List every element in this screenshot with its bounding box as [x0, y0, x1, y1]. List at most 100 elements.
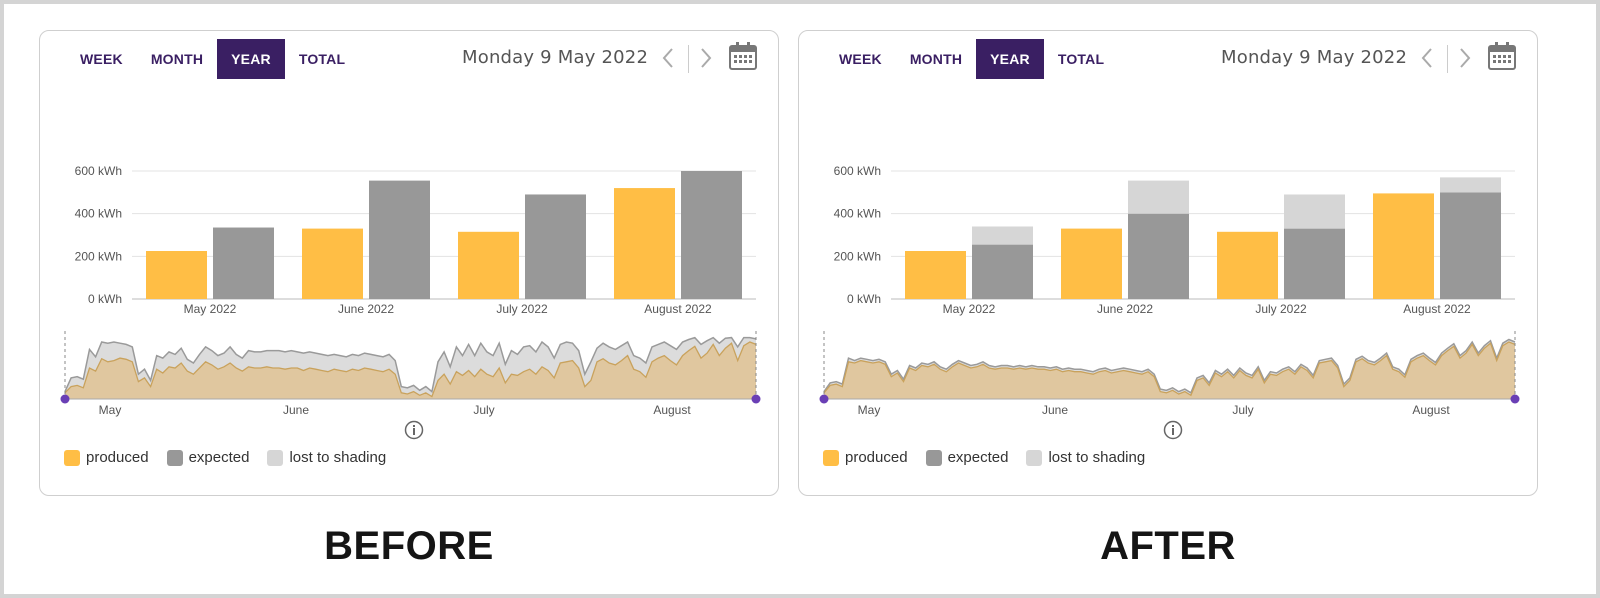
- overview-x-label: August: [1412, 403, 1450, 417]
- x-tick-label: August 2022: [1403, 302, 1471, 316]
- chart-legend: produced expected lost to shading: [823, 449, 1163, 466]
- legend-lost-to-shading[interactable]: lost to shading: [267, 449, 386, 466]
- expected-bar: [1128, 213, 1189, 299]
- x-tick-label: August 2022: [644, 302, 712, 316]
- x-tick-label: June 2022: [338, 302, 394, 316]
- expected-bar: [972, 244, 1033, 299]
- range-handle-right: [1510, 394, 1520, 404]
- tab-total[interactable]: TOTAL: [298, 51, 346, 67]
- legend-lost-to-shading[interactable]: lost to shading: [1026, 449, 1145, 466]
- overview-x-label: June: [1042, 403, 1068, 417]
- period-tabs: WEEK MONTH YEAR TOTAL: [825, 39, 1118, 79]
- y-tick-label: 200 kWh: [834, 249, 881, 263]
- before-panel: WEEK MONTH YEAR TOTAL Monday 9 May 2022 …: [39, 30, 779, 496]
- legend-label: produced: [845, 449, 908, 466]
- y-tick-label: 0 kWh: [847, 292, 881, 306]
- before-caption: BEFORE: [324, 524, 494, 568]
- produced-area: [824, 342, 1515, 399]
- chevron-right-icon[interactable]: [698, 47, 714, 69]
- legend-produced[interactable]: produced: [64, 449, 149, 466]
- expected-line: [64, 336, 757, 393]
- overview-x-label: May: [99, 403, 122, 417]
- expected-bar: [1440, 192, 1501, 299]
- tab-month[interactable]: MONTH: [150, 51, 204, 67]
- lost-swatch: [1026, 449, 1043, 466]
- range-handle-left: [60, 394, 70, 404]
- y-tick-label: 200 kWh: [75, 249, 122, 263]
- energy-chart: 0 kWh 200 kWh 400 kWh 600 kWh May 2022 June 2…: [60, 164, 761, 417]
- chart-legend: produced expected lost to shading: [64, 449, 404, 466]
- x-tick-label: June 2022: [1097, 302, 1153, 316]
- produced-line: [823, 341, 1516, 397]
- info-icon[interactable]: [1163, 420, 1183, 440]
- date-label: Monday 9 May 2022: [462, 47, 649, 68]
- after-panel: WEEK MONTH YEAR TOTAL Monday 9 May 2022 …: [798, 30, 1538, 496]
- produced-bar: [905, 251, 966, 299]
- y-tick-label: 600 kWh: [75, 164, 122, 178]
- legend-expected[interactable]: expected: [925, 449, 1009, 466]
- lost-bar: [972, 226, 1033, 245]
- info-icon[interactable]: [404, 420, 424, 440]
- tab-week[interactable]: WEEK: [80, 51, 123, 67]
- overview-x-label: August: [653, 403, 691, 417]
- range-handle-left: [819, 394, 829, 404]
- energy-chart: 0 kWh 200 kWh 400 kWh 600 kWh May 2022 June 2…: [819, 164, 1520, 417]
- produced-swatch: [823, 449, 839, 466]
- legend-expected[interactable]: expected: [166, 449, 250, 466]
- y-tick-label: 600 kWh: [834, 164, 881, 178]
- produced-bar: [458, 231, 519, 299]
- expected-line: [823, 338, 1516, 394]
- legend-label: expected: [947, 449, 1009, 466]
- overview-x-label: June: [283, 403, 309, 417]
- expected-swatch: [166, 449, 183, 466]
- period-tabs: WEEK MONTH YEAR TOTAL: [66, 39, 359, 79]
- produced-area: [65, 342, 756, 399]
- lost-swatch: [267, 449, 284, 466]
- legend-label: lost to shading: [1048, 449, 1146, 466]
- chevron-left-icon[interactable]: [660, 47, 676, 69]
- produced-bar: [1373, 193, 1434, 299]
- expected-bar: [525, 194, 586, 299]
- legend-label: lost to shading: [289, 449, 387, 466]
- overview-x-label: May: [858, 403, 881, 417]
- produced-bar: [302, 228, 363, 299]
- produced-swatch: [64, 449, 80, 466]
- produced-bar: [1217, 231, 1278, 299]
- calendar-icon[interactable]: [728, 41, 758, 71]
- produced-bar: [146, 251, 207, 299]
- range-handle-right: [751, 394, 761, 404]
- x-tick-label: May 2022: [943, 302, 996, 316]
- produced-line: [64, 341, 757, 398]
- legend-produced[interactable]: produced: [823, 449, 908, 466]
- after-caption: AFTER: [1100, 524, 1236, 568]
- expected-swatch: [925, 449, 942, 466]
- lost-bar: [1440, 177, 1501, 193]
- expected-bar: [369, 180, 430, 299]
- date-label: Monday 9 May 2022: [1221, 47, 1408, 68]
- chevron-left-icon[interactable]: [1419, 47, 1435, 69]
- chevron-right-icon[interactable]: [1457, 47, 1473, 69]
- overview-x-label: July: [1232, 403, 1253, 417]
- lost-bar: [1284, 194, 1345, 229]
- nav-divider: [1447, 45, 1448, 73]
- y-tick-label: 400 kWh: [834, 207, 881, 221]
- y-tick-label: 0 kWh: [88, 292, 122, 306]
- tab-week[interactable]: WEEK: [839, 51, 882, 67]
- tab-year[interactable]: YEAR: [976, 39, 1044, 79]
- overview-x-label: July: [473, 403, 494, 417]
- expected-bar: [213, 227, 274, 299]
- legend-label: expected: [188, 449, 250, 466]
- x-tick-label: July 2022: [496, 302, 548, 316]
- tab-total[interactable]: TOTAL: [1057, 51, 1105, 67]
- tab-month[interactable]: MONTH: [909, 51, 963, 67]
- nav-divider: [688, 45, 689, 73]
- x-tick-label: May 2022: [184, 302, 237, 316]
- lost-bar: [1128, 180, 1189, 214]
- y-tick-label: 400 kWh: [75, 207, 122, 221]
- expected-bar: [681, 171, 742, 299]
- legend-label: produced: [86, 449, 149, 466]
- expected-bar: [1284, 228, 1345, 299]
- calendar-icon[interactable]: [1487, 41, 1517, 71]
- tab-year[interactable]: YEAR: [217, 39, 285, 79]
